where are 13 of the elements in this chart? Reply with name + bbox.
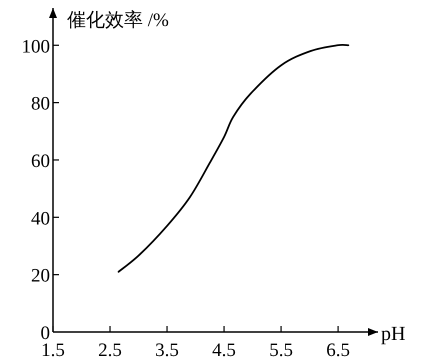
x-axis-title: pH: [381, 323, 406, 345]
y-tick-label: 60: [31, 150, 50, 172]
x-tick-label: 6.5: [326, 340, 350, 361]
x-tick-label: 2.5: [98, 340, 122, 361]
y-tick-label: 80: [31, 94, 50, 115]
x-tick-label: 5.5: [269, 340, 293, 361]
y-tick-label: 40: [31, 208, 50, 230]
x-tick-label: 4.5: [212, 340, 236, 361]
x-tick-label: 3.5: [155, 340, 179, 361]
y-tick-label: 20: [31, 266, 50, 287]
line-series: [118, 44, 350, 273]
y-tick-label: 100: [22, 36, 50, 58]
y-axis-title: 催化效率 /%: [67, 9, 170, 31]
